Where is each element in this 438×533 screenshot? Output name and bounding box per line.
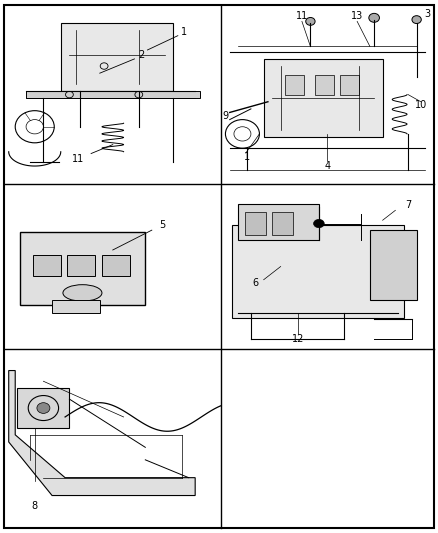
Text: 4: 4 [325, 161, 330, 171]
Circle shape [369, 13, 379, 22]
Bar [52, 300, 100, 313]
Polygon shape [9, 370, 195, 496]
Circle shape [314, 220, 324, 228]
Bar [340, 75, 359, 95]
FancyBboxPatch shape [20, 232, 145, 304]
FancyBboxPatch shape [61, 23, 173, 91]
Text: 6: 6 [252, 278, 258, 288]
Text: 1: 1 [244, 152, 250, 162]
Text: 5: 5 [159, 220, 166, 230]
Polygon shape [26, 91, 200, 98]
Text: 9: 9 [223, 111, 229, 121]
Bar [272, 212, 293, 235]
Text: 13: 13 [351, 11, 363, 21]
Circle shape [306, 18, 315, 26]
Text: 10: 10 [415, 100, 427, 110]
Bar [18, 389, 69, 427]
Bar [102, 255, 130, 277]
Bar [32, 255, 61, 277]
Text: 3: 3 [424, 9, 430, 19]
Circle shape [412, 15, 421, 23]
Text: 12: 12 [291, 334, 304, 344]
Text: 1: 1 [181, 27, 187, 37]
FancyBboxPatch shape [232, 225, 404, 318]
Circle shape [37, 403, 50, 414]
Ellipse shape [63, 285, 102, 301]
Text: 11: 11 [72, 154, 84, 164]
Text: 2: 2 [138, 50, 144, 60]
Bar [67, 255, 95, 277]
Text: 7: 7 [405, 200, 411, 211]
FancyBboxPatch shape [370, 230, 417, 300]
Bar [285, 75, 304, 95]
Text: 8: 8 [32, 501, 38, 511]
Bar [238, 204, 319, 240]
Text: 11: 11 [296, 11, 308, 21]
FancyBboxPatch shape [264, 59, 383, 138]
Bar [314, 75, 334, 95]
Bar [244, 212, 266, 235]
